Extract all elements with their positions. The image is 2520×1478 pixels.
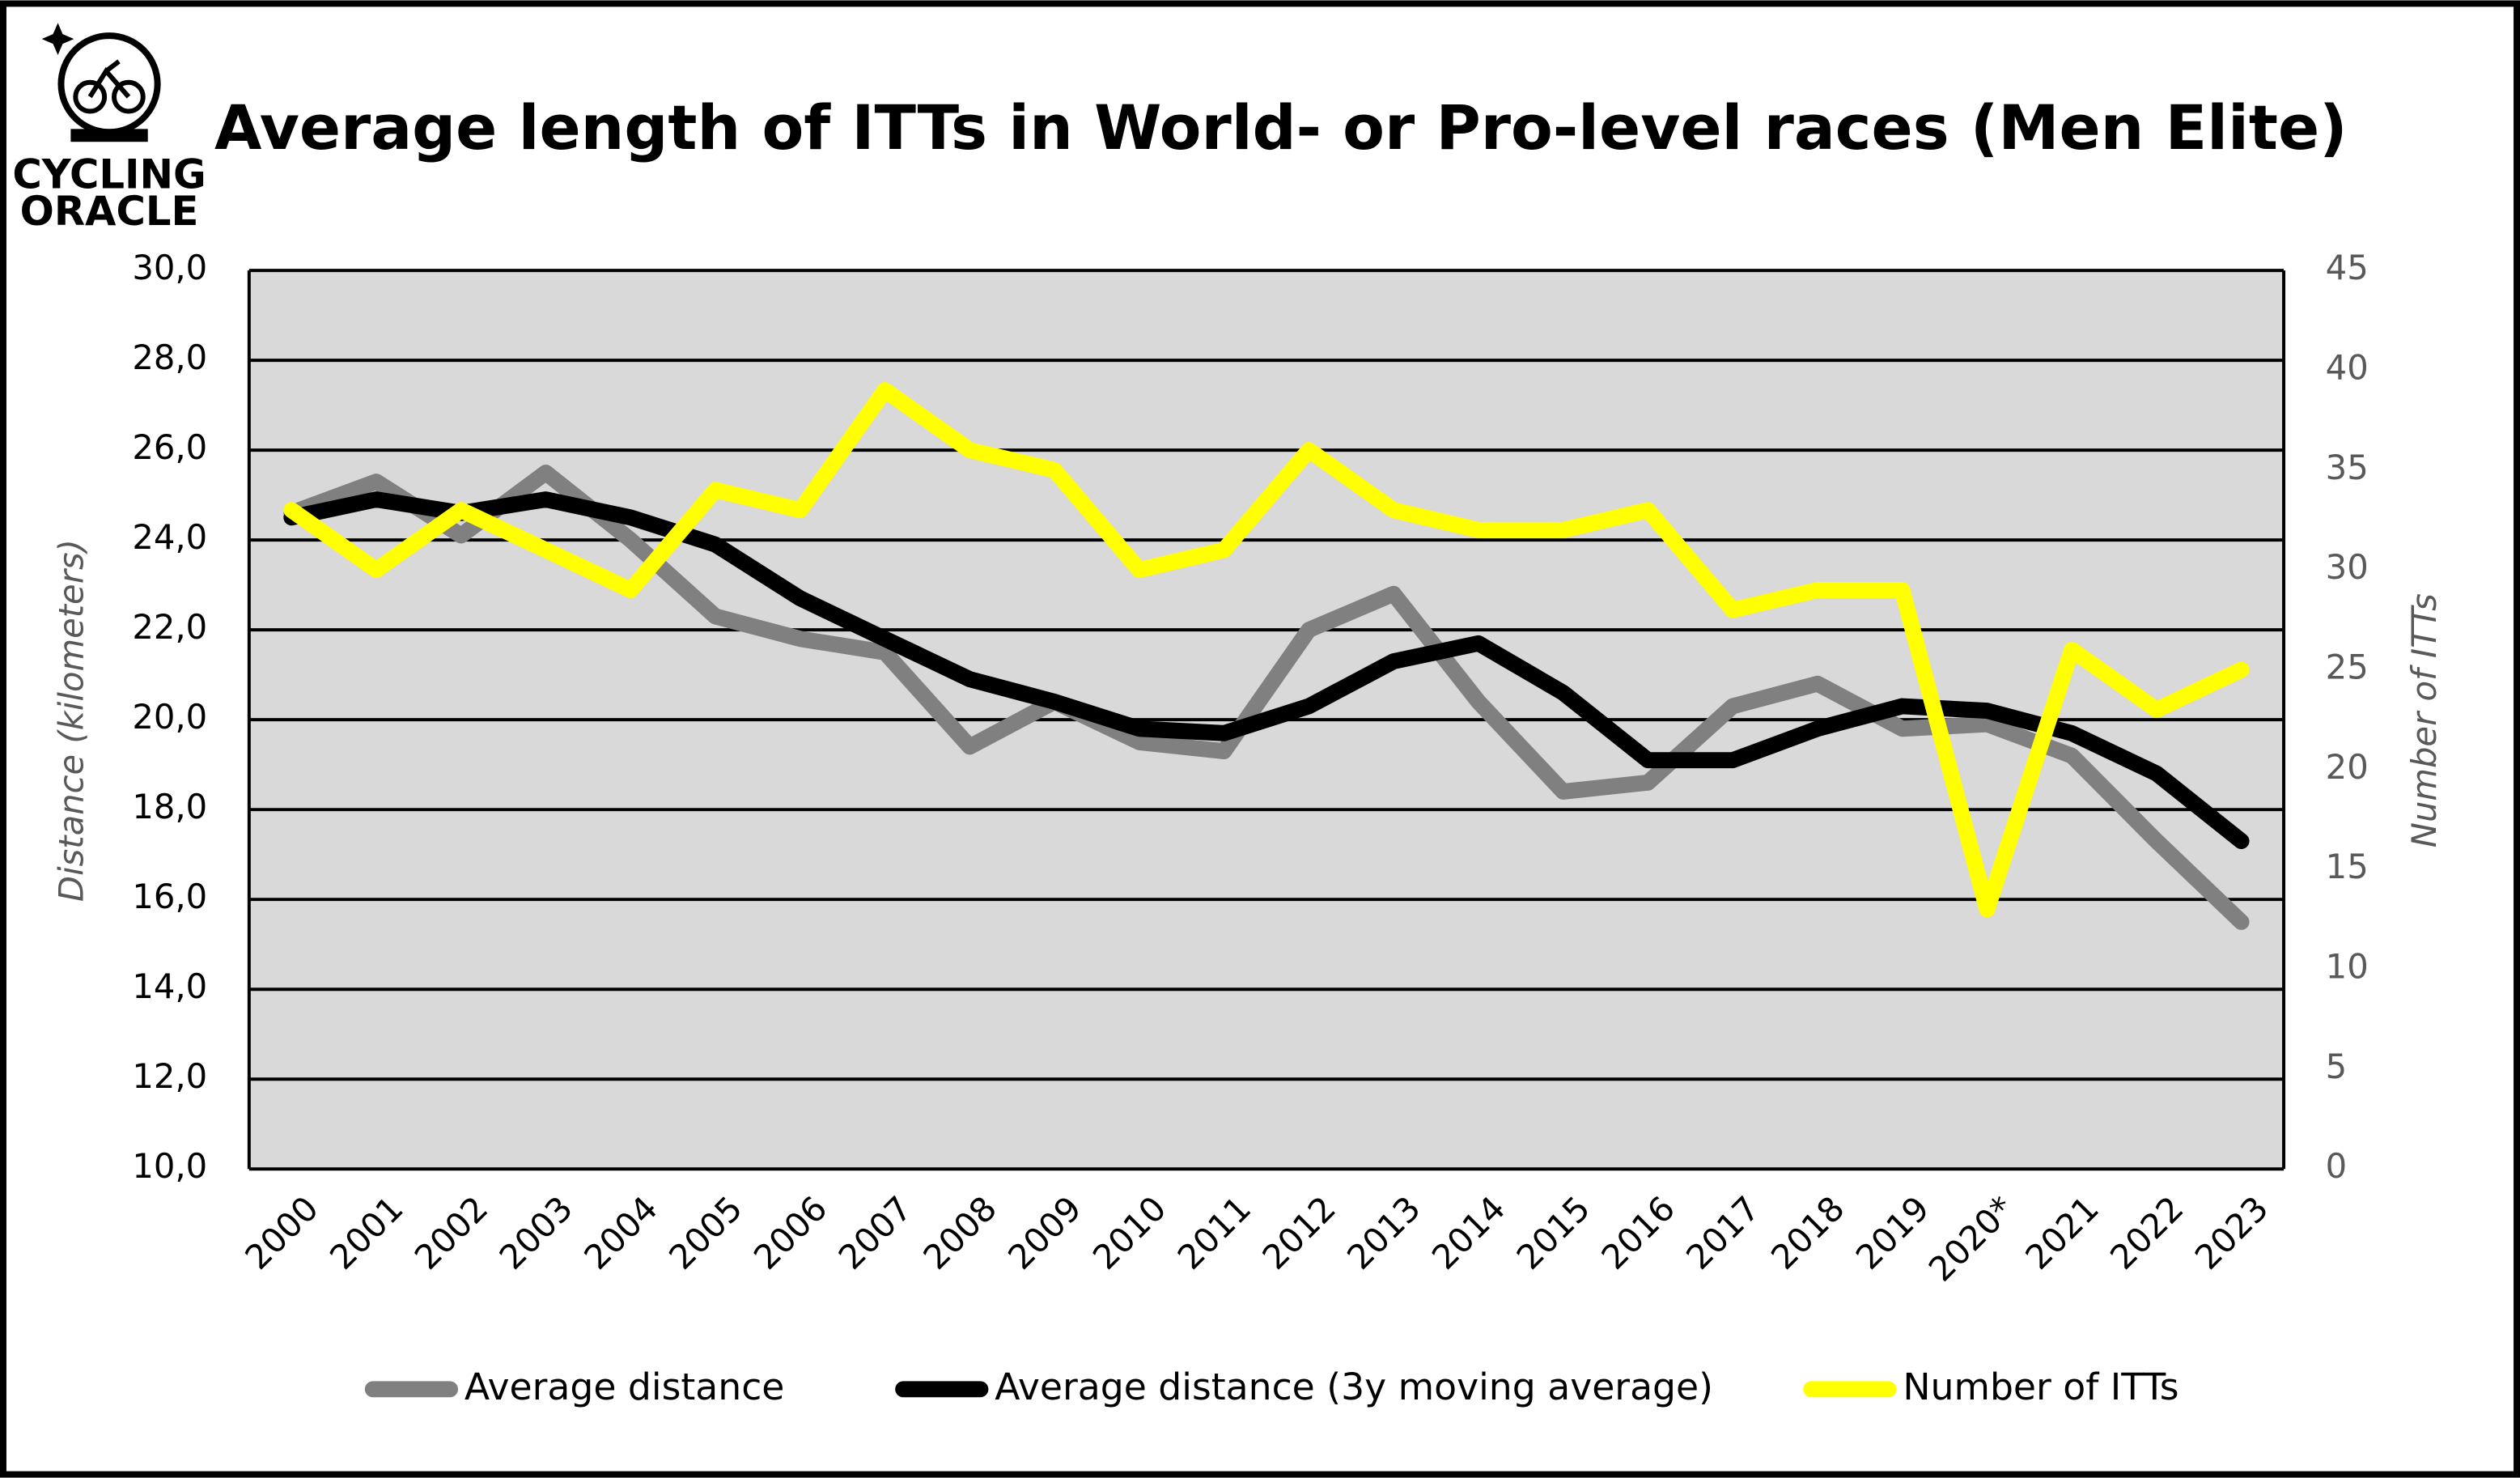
y2-tick-label: 30 — [2326, 547, 2369, 587]
logo-wheel — [112, 79, 146, 114]
series-line — [283, 382, 2250, 918]
y2-tick-label: 35 — [2326, 448, 2369, 487]
logo: CYCLING ORACLE — [12, 23, 206, 235]
logo-frame — [87, 59, 131, 99]
series-line — [283, 491, 2250, 850]
y-tick-label: 12,0 — [132, 1056, 207, 1096]
y-tick-label: 30,0 — [132, 248, 207, 287]
logo-star — [41, 23, 74, 55]
y2-tick-label: 45 — [2326, 248, 2369, 287]
legend-label: Average distance — [465, 1365, 784, 1408]
y-tick-label: 20,0 — [132, 697, 207, 737]
logo-text: ORACLE — [20, 188, 199, 235]
y2-tick-label: 5 — [2326, 1047, 2348, 1086]
logo-wheel — [73, 79, 108, 114]
y-axis-title: Distance (kilometers) — [51, 539, 91, 902]
y-tick-label: 14,0 — [132, 966, 207, 1006]
y2-axis-title: Number of ITTs — [2404, 593, 2444, 847]
legend-label: Number of ITTs — [1903, 1365, 2178, 1408]
y-tick-label: 26,0 — [132, 427, 207, 467]
y-tick-label: 24,0 — [132, 517, 207, 557]
legend-label: Average distance (3y moving average) — [995, 1365, 1713, 1408]
y2-tick-label: 15 — [2326, 847, 2369, 886]
y-tick-label: 18,0 — [132, 787, 207, 826]
y-tick-label: 22,0 — [132, 607, 207, 647]
series-line — [283, 464, 2250, 930]
logo-text: CYCLING — [12, 151, 206, 197]
logo-base — [70, 129, 148, 142]
y2-tick-label: 0 — [2326, 1146, 2348, 1186]
y2-tick-label: 20 — [2326, 747, 2369, 787]
y-tick-label: 10,0 — [132, 1146, 207, 1186]
y2-tick-label: 25 — [2326, 647, 2369, 686]
y2-tick-label: 40 — [2326, 347, 2369, 387]
y-tick-label: 16,0 — [132, 877, 207, 916]
y2-tick-label: 10 — [2326, 947, 2369, 987]
y-tick-label: 28,0 — [132, 338, 207, 377]
chart-title: Average length of ITTs in World- or Pro-… — [214, 92, 2348, 164]
